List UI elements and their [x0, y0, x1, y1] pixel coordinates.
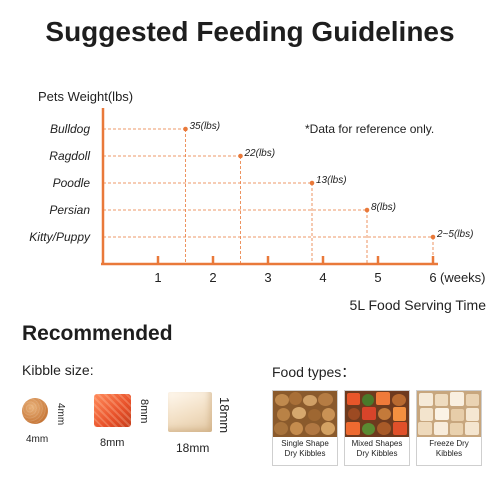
category-label: Bulldog: [50, 122, 90, 136]
freeze-dry-kibble-image: [417, 391, 481, 437]
feeding-chart: Pets Weight(lbs) 1 2 3 4 5 6 (weeks) 5L Food Ser…: [29, 89, 487, 313]
x-axis-label: 5L Food Serving Time: [350, 297, 487, 313]
data-point: [430, 234, 436, 240]
x-tick-label: 5: [374, 270, 381, 285]
page-title: Suggested Feeding Guidelines: [45, 16, 455, 47]
food-types-label: Food types：: [272, 364, 356, 380]
category-label: Persian: [49, 203, 90, 217]
kibble-small-image: [22, 398, 48, 424]
kibble-medium-height: 8mm: [138, 399, 150, 424]
recommended-title: Recommended: [22, 322, 173, 345]
reference-note: *Data for reference only.: [305, 122, 435, 136]
category-label: Poodle: [53, 176, 91, 190]
x-tick-label: 6: [429, 270, 436, 285]
data-point: [364, 207, 370, 213]
data-label: 2~5(lbs): [436, 229, 473, 240]
data-point: [309, 180, 315, 186]
kibble-medium-image: [94, 394, 131, 427]
x-tick-label: 3: [264, 270, 271, 285]
kibble-small-width: 4mm: [26, 434, 49, 445]
x-tick-label: 1: [154, 270, 161, 285]
kibble-size-label: Kibble size:: [22, 362, 94, 378]
data-point: [238, 153, 243, 159]
x-tick-label: 2: [209, 270, 216, 285]
data-point: [183, 126, 188, 132]
kibble-large-height: 18mm: [217, 397, 232, 434]
food-card-mixed-shapes: Mixed Shapes Dry Kibbles: [344, 390, 410, 466]
kibble-large-image: [168, 392, 212, 432]
food-card-single-shape: Single Shape Dry Kibbles: [272, 390, 338, 466]
food-card-freeze-dry: Freeze Dry Kibbles: [416, 390, 482, 466]
kibble-small-height: 4mm: [55, 403, 66, 426]
kibble-medium-width: 8mm: [100, 437, 125, 449]
single-shape-label: Single Shape Dry Kibbles: [281, 439, 329, 458]
data-label: 8(lbs): [371, 202, 396, 213]
mixed-shapes-label: Mixed Shapes Dry Kibbles: [351, 439, 403, 458]
data-label: 13(lbs): [316, 175, 347, 186]
single-shape-kibble-image: [273, 391, 337, 437]
category-label: Kitty/Puppy: [29, 230, 91, 244]
x-tick-label: 4: [319, 270, 326, 285]
y-axis-label: Pets Weight(lbs): [38, 89, 133, 104]
freeze-dry-label: Freeze Dry Kibbles: [429, 439, 469, 458]
mixed-shapes-kibble-image: [345, 391, 409, 437]
category-label: Ragdoll: [49, 149, 90, 163]
data-label: 22(lbs): [244, 148, 276, 159]
data-label: 35(lbs): [190, 121, 221, 132]
kibble-large-width: 18mm: [176, 441, 210, 455]
x-axis-unit: (weeks): [440, 270, 486, 285]
